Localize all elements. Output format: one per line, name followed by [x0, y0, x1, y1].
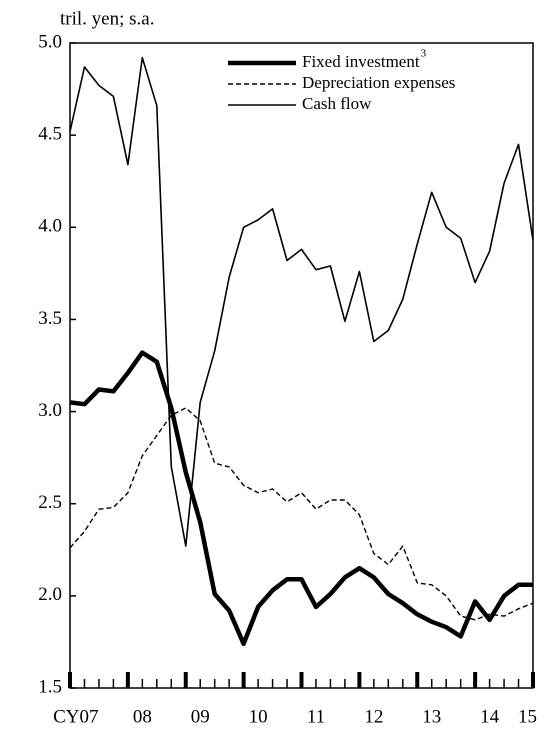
x-tick-label: 12 — [364, 706, 383, 727]
series-line — [69, 56, 534, 547]
x-tick-label: 15 — [518, 706, 537, 727]
x-tick-label: 08 — [133, 706, 152, 727]
y-axis-label: tril. yen; s.a. — [60, 8, 154, 29]
plot-frame — [69, 42, 534, 689]
x-tick-label: 09 — [191, 706, 210, 727]
x-tick-label: CY07 — [53, 706, 98, 727]
series-line — [69, 407, 534, 621]
x-tick-label: 14 — [480, 706, 500, 727]
legend-footnote: 3 — [421, 48, 427, 60]
x-tick-label: 11 — [307, 706, 325, 727]
x-tick-label: 10 — [249, 706, 268, 727]
y-tick-label: 4.0 — [38, 216, 62, 237]
x-tick-label: 13 — [422, 706, 441, 727]
legend-label: Fixed investment — [302, 52, 420, 71]
y-tick-label: 4.5 — [38, 124, 62, 145]
y-tick-label: 3.0 — [38, 400, 62, 421]
y-tick-label: 3.5 — [38, 308, 62, 329]
y-tick-label: 1.5 — [38, 676, 62, 697]
y-tick-label: 2.0 — [38, 584, 62, 605]
y-tick-label: 5.0 — [38, 31, 62, 52]
legend-label: Cash flow — [302, 94, 372, 113]
y-tick-label: 2.5 — [38, 492, 62, 513]
legend-label: Depreciation expenses — [302, 73, 455, 92]
series-line — [69, 350, 533, 647]
